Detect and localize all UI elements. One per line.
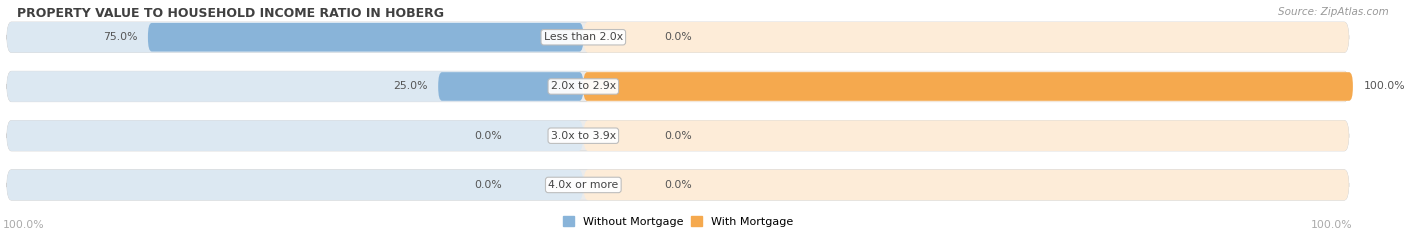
Text: 0.0%: 0.0% (475, 131, 502, 141)
FancyBboxPatch shape (583, 72, 1353, 101)
Text: 100.0%: 100.0% (3, 220, 45, 230)
FancyBboxPatch shape (148, 23, 583, 51)
Text: 25.0%: 25.0% (392, 82, 427, 92)
Legend: Without Mortgage, With Mortgage: Without Mortgage, With Mortgage (558, 212, 797, 231)
Text: Less than 2.0x: Less than 2.0x (544, 32, 623, 42)
Text: 3.0x to 3.9x: 3.0x to 3.9x (551, 131, 616, 141)
Text: 0.0%: 0.0% (475, 180, 502, 190)
Text: 0.0%: 0.0% (664, 32, 692, 42)
Text: 2.0x to 2.9x: 2.0x to 2.9x (551, 82, 616, 92)
FancyBboxPatch shape (7, 170, 1348, 200)
Text: 0.0%: 0.0% (664, 180, 692, 190)
FancyBboxPatch shape (583, 22, 1348, 52)
FancyBboxPatch shape (583, 170, 1348, 200)
FancyBboxPatch shape (7, 22, 1348, 52)
FancyBboxPatch shape (583, 71, 1348, 102)
Text: 100.0%: 100.0% (1312, 220, 1353, 230)
Text: PROPERTY VALUE TO HOUSEHOLD INCOME RATIO IN HOBERG: PROPERTY VALUE TO HOUSEHOLD INCOME RATIO… (17, 7, 444, 20)
FancyBboxPatch shape (7, 120, 583, 151)
FancyBboxPatch shape (7, 71, 583, 102)
FancyBboxPatch shape (439, 72, 583, 101)
Text: 75.0%: 75.0% (103, 32, 138, 42)
FancyBboxPatch shape (7, 170, 583, 200)
FancyBboxPatch shape (7, 71, 1348, 102)
Text: 4.0x or more: 4.0x or more (548, 180, 619, 190)
FancyBboxPatch shape (583, 120, 1348, 151)
Text: 100.0%: 100.0% (1364, 82, 1406, 92)
FancyBboxPatch shape (7, 22, 583, 52)
Text: Source: ZipAtlas.com: Source: ZipAtlas.com (1278, 7, 1389, 17)
Text: 0.0%: 0.0% (664, 131, 692, 141)
FancyBboxPatch shape (7, 120, 1348, 151)
